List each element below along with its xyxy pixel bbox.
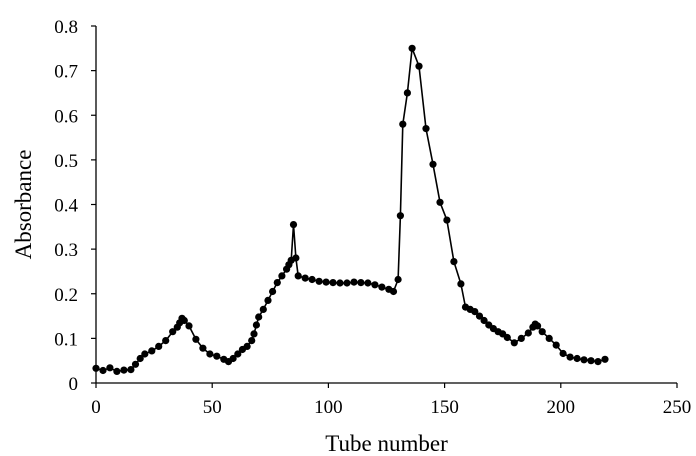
- data-point: [573, 354, 581, 363]
- y-tick-label: 0.5: [54, 151, 78, 172]
- y-tick-label: 0.8: [54, 17, 78, 38]
- x-axis-label: Tube number: [325, 431, 448, 456]
- data-point: [131, 360, 140, 368]
- y-tick-label: 0.4: [54, 196, 78, 217]
- data-point: [389, 287, 398, 296]
- data-point: [503, 333, 511, 342]
- data-point: [378, 283, 386, 291]
- y-axis-label: Absorbance: [11, 150, 36, 260]
- data-point: [594, 358, 602, 366]
- data-point: [524, 329, 532, 337]
- data-point: [120, 366, 128, 374]
- data-point: [443, 216, 451, 224]
- data-point: [289, 221, 298, 229]
- data-point: [534, 322, 542, 330]
- data-point: [403, 89, 411, 97]
- data-point: [113, 367, 121, 375]
- data-point: [329, 279, 337, 287]
- data-point: [545, 334, 553, 342]
- data-point: [99, 366, 107, 375]
- data-point: [475, 312, 484, 320]
- data-point: [259, 305, 267, 313]
- data-point: [136, 354, 144, 363]
- data-point: [336, 279, 344, 287]
- y-tick-label: 0.3: [54, 240, 78, 261]
- data-point: [92, 364, 100, 372]
- data-point: [148, 347, 156, 355]
- x-tick-label: 0: [91, 397, 101, 418]
- series: [92, 44, 609, 375]
- data-point: [269, 287, 277, 296]
- data-point: [315, 277, 323, 285]
- data-point: [252, 321, 260, 329]
- data-point: [566, 353, 574, 361]
- data-point: [422, 125, 430, 133]
- data-point: [450, 258, 458, 266]
- y-tick-label: 0: [69, 374, 79, 395]
- data-point: [396, 212, 404, 220]
- data-point: [457, 280, 465, 288]
- data-point: [141, 350, 149, 358]
- x-tick-label: 200: [547, 397, 576, 418]
- data-point: [248, 337, 256, 345]
- data-point: [234, 350, 242, 358]
- data-point: [273, 279, 281, 287]
- data-point: [294, 272, 302, 280]
- data-point: [371, 281, 379, 289]
- y-tick-label: 0.1: [54, 329, 78, 350]
- data-point: [180, 316, 188, 325]
- data-point: [559, 349, 567, 358]
- x-tick-label: 100: [314, 397, 343, 418]
- y-tick-label: 0.2: [54, 285, 78, 306]
- data-point: [408, 44, 416, 52]
- data-point: [394, 275, 402, 284]
- data-point: [185, 322, 193, 330]
- data-point: [510, 339, 518, 347]
- y-tick-label: 0.6: [54, 106, 78, 127]
- data-point: [399, 120, 407, 128]
- data-point: [343, 279, 351, 287]
- data-point: [538, 328, 546, 336]
- data-point: [301, 274, 309, 282]
- data-point: [322, 278, 330, 286]
- data-point: [436, 198, 444, 206]
- data-point: [429, 160, 437, 168]
- data-point: [199, 344, 207, 352]
- data-point: [480, 316, 488, 325]
- ticks: 0 50 100 150 200 250 0 0.1 0.2 0.3 0.4 0.5 0.6 0.7 0.8: [54, 17, 691, 418]
- data-point: [587, 357, 595, 365]
- y-tick-label: 0.7: [54, 62, 78, 83]
- data-point: [601, 355, 609, 363]
- data-point: [308, 275, 316, 284]
- data-point: [415, 62, 423, 70]
- data-point: [229, 354, 237, 363]
- data-point: [580, 356, 588, 364]
- data-point: [243, 342, 251, 350]
- data-point: [278, 272, 286, 280]
- data-point: [169, 328, 177, 336]
- x-tick-label: 150: [430, 397, 459, 418]
- data-point: [106, 364, 114, 372]
- data-point: [206, 350, 214, 358]
- data-point: [250, 330, 258, 338]
- x-tick-label: 50: [203, 397, 222, 418]
- data-point: [292, 254, 300, 262]
- data-point: [357, 279, 365, 287]
- data-point: [162, 337, 170, 345]
- data-point: [364, 279, 372, 287]
- data-point: [127, 366, 135, 374]
- data-point: [155, 342, 163, 350]
- series-line: [95, 47, 606, 373]
- data-point: [471, 308, 479, 316]
- data-point: [517, 334, 525, 342]
- data-point: [255, 313, 263, 321]
- x-tick-label: 250: [663, 397, 692, 418]
- data-point: [213, 352, 221, 360]
- data-point: [192, 335, 200, 343]
- axes: [95, 26, 677, 384]
- data-point: [552, 341, 560, 349]
- data-point: [264, 296, 272, 304]
- data-point: [350, 278, 358, 286]
